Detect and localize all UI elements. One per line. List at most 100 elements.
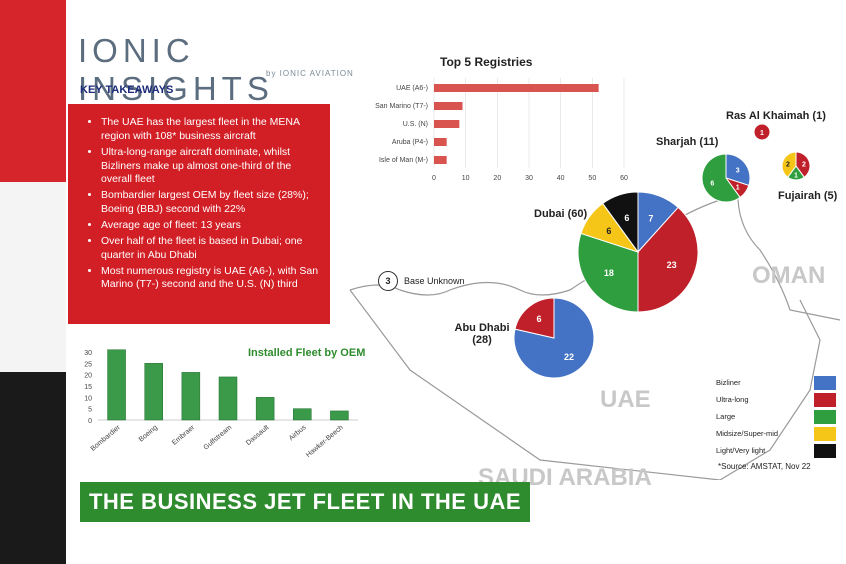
- registries-title: Top 5 Registries: [440, 55, 533, 69]
- flag-black-band: [0, 372, 66, 564]
- registries-category-label: UAE (A6-): [396, 85, 428, 92]
- registries-tick-label: 20: [493, 175, 501, 182]
- legend-item: Large: [716, 408, 836, 425]
- key-takeaways-box: The UAE has the largest fleet in the MEN…: [68, 104, 330, 324]
- oem-bar: [330, 410, 349, 421]
- pie-label-dubai: Dubai (60): [534, 208, 588, 220]
- pie-label-abu-dhabi: Abu Dhabi (28): [454, 322, 510, 346]
- pie-slice-label: 6: [606, 226, 611, 236]
- registries-category-label: Isle of Man (M-): [379, 157, 428, 164]
- flag-red-band: [0, 0, 66, 182]
- legend-swatch: [814, 443, 836, 458]
- registries-category-label: Aruba (P4-): [392, 139, 428, 146]
- oem-bar: [255, 397, 275, 421]
- pie-slice-label: 6: [710, 180, 714, 187]
- title-banner: THE BUSINESS JET FLEET IN THE UAE: [80, 482, 530, 522]
- registries-bar: [434, 156, 447, 164]
- pie-label-ras-al-khaimah: Ras Al Khaimah (1): [726, 110, 826, 122]
- legend-label: Midsize/Super-mid: [716, 429, 779, 438]
- legend: Bizliner Ultra-long Large Midsize/Super-mid…: [716, 374, 836, 459]
- pie-slice-label: 6: [537, 314, 542, 324]
- pie-slice: [602, 191, 639, 254]
- key-takeaways-title: KEY TAKEAWAYS: [80, 84, 174, 96]
- pie-slice-label: 22: [564, 352, 574, 362]
- pie-slice-label: 1: [760, 130, 764, 137]
- oem-bar: [144, 363, 163, 421]
- pie-slice: [637, 206, 699, 313]
- base-unknown-count: 3: [378, 271, 398, 291]
- pie-slice: [577, 232, 639, 313]
- registries-chart: Top 5 Registries 0 10 20 30 40 50 60 UAE (A6-) Sa…: [375, 55, 628, 182]
- oem-bar: [107, 349, 126, 421]
- logo-text: IONIC INSIGHTS: [78, 32, 274, 107]
- base-unknown-label: Base Unknown: [404, 276, 465, 286]
- pie-slice: [514, 297, 555, 339]
- oem-title: Installed Fleet by OEM: [248, 347, 365, 359]
- legend-swatch: [814, 392, 836, 407]
- registries-tick-label: 50: [588, 175, 596, 182]
- oem-bar: [218, 376, 238, 421]
- registries-bar: [434, 84, 599, 92]
- legend-swatch: [814, 375, 836, 390]
- pie-slice: [701, 153, 741, 203]
- logo: IONIC INSIGHTS by IONIC AVIATION: [78, 32, 378, 108]
- oem-tick-label: 10: [84, 395, 92, 402]
- base-unknown: 3 Base Unknown: [378, 271, 465, 291]
- takeaway-item: Most numerous registry is UAE (A6-), wit…: [101, 265, 322, 293]
- legend-label: Large: [716, 412, 736, 421]
- oem-tick-label: 5: [88, 407, 92, 414]
- registries-tick-label: 0: [432, 175, 436, 182]
- registries-tick-label: 40: [557, 175, 565, 182]
- takeaway-item: Over half of the fleet is based in Dubai…: [101, 235, 322, 263]
- pie-slice-label: 1: [794, 172, 798, 179]
- registries-tick-label: 10: [462, 175, 470, 182]
- takeaway-item: Bombardier largest OEM by fleet size (28…: [101, 189, 322, 217]
- takeaway-item: Average age of fleet: 13 years: [101, 219, 322, 233]
- registries-bar: [434, 102, 463, 110]
- registries-tick-label: 30: [525, 175, 533, 182]
- pie-slice: [795, 151, 811, 179]
- pie-slice-label: 1: [736, 184, 740, 191]
- legend-item: Ultra-long: [716, 391, 836, 408]
- registries-bar: [434, 120, 460, 128]
- legend-swatch: [814, 426, 836, 441]
- border-line: [349, 289, 821, 480]
- logo-subtitle: by IONIC AVIATION: [266, 69, 354, 78]
- legend-item: Light/Very light: [716, 442, 836, 459]
- pie-slice: [753, 123, 771, 141]
- oem-tick-label: 0: [88, 418, 92, 425]
- oem-bar: [293, 408, 312, 421]
- pie-slice-label: 7: [648, 213, 653, 223]
- oem-tick-label: 25: [84, 361, 92, 368]
- pie-slice-label: 2: [802, 161, 806, 168]
- pie-slice: [781, 151, 797, 179]
- legend-label: Ultra-long: [716, 395, 749, 404]
- oem-chart: Installed Fleet by OEM051015202530Bombar…: [84, 347, 365, 459]
- oem-tick-label: 30: [84, 350, 92, 357]
- registries-category-label: San Marino (T7-): [375, 103, 428, 110]
- registries-bar: [434, 138, 447, 146]
- pie-label-sharjah: Sharjah (11): [656, 136, 719, 148]
- legend-label: Bizliner: [716, 378, 741, 387]
- pie-slice-label: 18: [604, 268, 614, 278]
- key-takeaways-list: The UAE has the largest fleet in the MEN…: [86, 116, 322, 292]
- pie-slice: [725, 153, 751, 187]
- legend-label: Light/Very light: [716, 446, 766, 455]
- pie-slice-label: 23: [667, 260, 677, 270]
- registries-category-label: U.S. (N): [403, 121, 428, 128]
- oem-bar: [181, 372, 201, 421]
- source-note: *Source: AMSTAT, Nov 22: [718, 462, 811, 471]
- pie-label-fujairah: Fujairah (5): [778, 190, 838, 202]
- country-label-oman: OMAN: [752, 262, 826, 289]
- pie-slice-label: 3: [736, 168, 740, 175]
- legend-swatch: [814, 409, 836, 424]
- takeaway-item: Ultra-long-range aircraft dominate, whil…: [101, 146, 322, 188]
- pie-slice-label: 6: [624, 213, 629, 223]
- flag-white-band: [0, 182, 66, 372]
- oem-tick-label: 15: [84, 384, 92, 391]
- registries-tick-label: 60: [620, 175, 628, 182]
- takeaway-item: The UAE has the largest fleet in the MEN…: [101, 116, 322, 144]
- oem-tick-label: 20: [84, 373, 92, 380]
- country-label-uae: UAE: [600, 386, 651, 413]
